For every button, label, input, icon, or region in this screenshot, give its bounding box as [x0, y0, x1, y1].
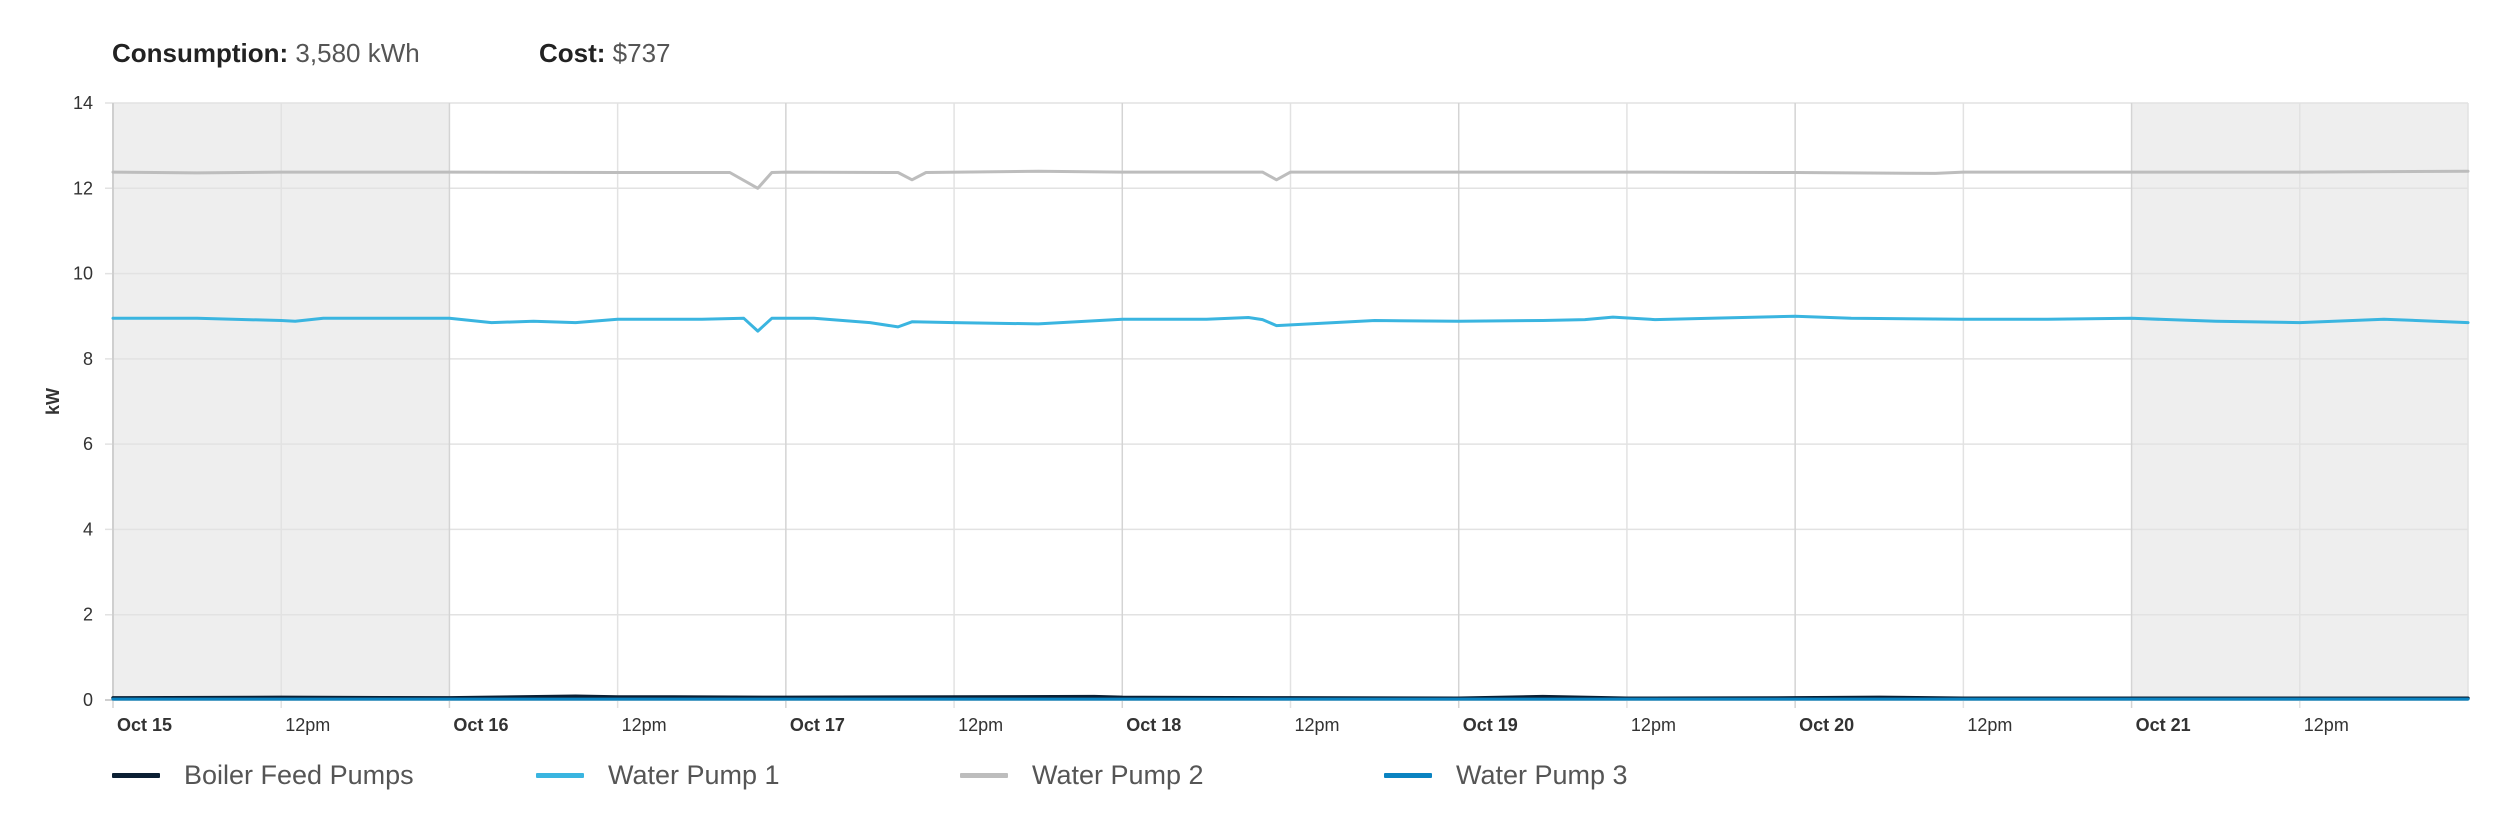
legend-label: Water Pump 1 — [608, 760, 780, 790]
legend-swatch — [112, 773, 160, 778]
legend-label: Boiler Feed Pumps — [184, 760, 414, 790]
x-tick-label: 12pm — [1631, 715, 1676, 735]
legend-swatch — [960, 773, 1008, 778]
legend-label: Water Pump 2 — [1032, 760, 1204, 790]
x-tick-label: Oct 16 — [453, 715, 508, 735]
consumption-summary: Consumption: 3,580 kWh — [112, 38, 420, 69]
y-tick-label: 14 — [73, 93, 93, 113]
tick-labels: 0 2 4 6 8 10 12 14 Oct 15 12pm Oct 16 12pm Oct 17 12p… — [43, 93, 2349, 735]
legend-item-water-pump-3[interactable]: Water Pump 3 — [1384, 760, 1628, 791]
legend-item-water-pump-1[interactable]: Water Pump 1 — [536, 760, 780, 791]
legend-item-boiler-feed-pumps[interactable]: Boiler Feed Pumps — [112, 760, 414, 791]
x-tick-label: Oct 15 — [117, 715, 172, 735]
x-tick-label: 12pm — [1295, 715, 1340, 735]
series-line-water-pump-2 — [111, 169, 2470, 190]
legend-swatch — [1384, 773, 1432, 778]
consumption-value: 3,580 kWh — [295, 38, 420, 68]
series-lines[interactable] — [111, 169, 2470, 701]
x-tick-label: Oct 21 — [2136, 715, 2191, 735]
y-tick-label: 4 — [83, 519, 93, 539]
y-tick-label: 0 — [83, 690, 93, 710]
consumption-label: Consumption: — [112, 38, 289, 68]
y-tick-label: 10 — [73, 264, 93, 284]
x-tick-label: 12pm — [958, 715, 1003, 735]
series-line-water-pump-1 — [111, 314, 2470, 333]
x-tick-label: Oct 19 — [1463, 715, 1518, 735]
legend-label: Water Pump 3 — [1456, 760, 1628, 790]
cost-value: $737 — [612, 38, 671, 68]
cost-summary: Cost: $737 — [539, 38, 671, 69]
y-tick-label: 12 — [73, 178, 93, 198]
x-tick-label: Oct 17 — [790, 715, 845, 735]
x-tick-label: 12pm — [285, 715, 330, 735]
x-tick-label: 12pm — [2304, 715, 2349, 735]
x-tick-label: 12pm — [1967, 715, 2012, 735]
cost-label: Cost: — [539, 38, 606, 68]
x-tick-label: Oct 18 — [1126, 715, 1181, 735]
x-tick-label: Oct 20 — [1799, 715, 1854, 735]
legend-item-water-pump-2[interactable]: Water Pump 2 — [960, 760, 1204, 791]
y-tick-label: 8 — [83, 349, 93, 369]
x-tick-label: 12pm — [622, 715, 667, 735]
y-tick-label: 6 — [83, 434, 93, 454]
legend-swatch — [536, 773, 584, 778]
y-tick-label: 2 — [83, 605, 93, 625]
y-axis-label: kW — [43, 388, 63, 415]
